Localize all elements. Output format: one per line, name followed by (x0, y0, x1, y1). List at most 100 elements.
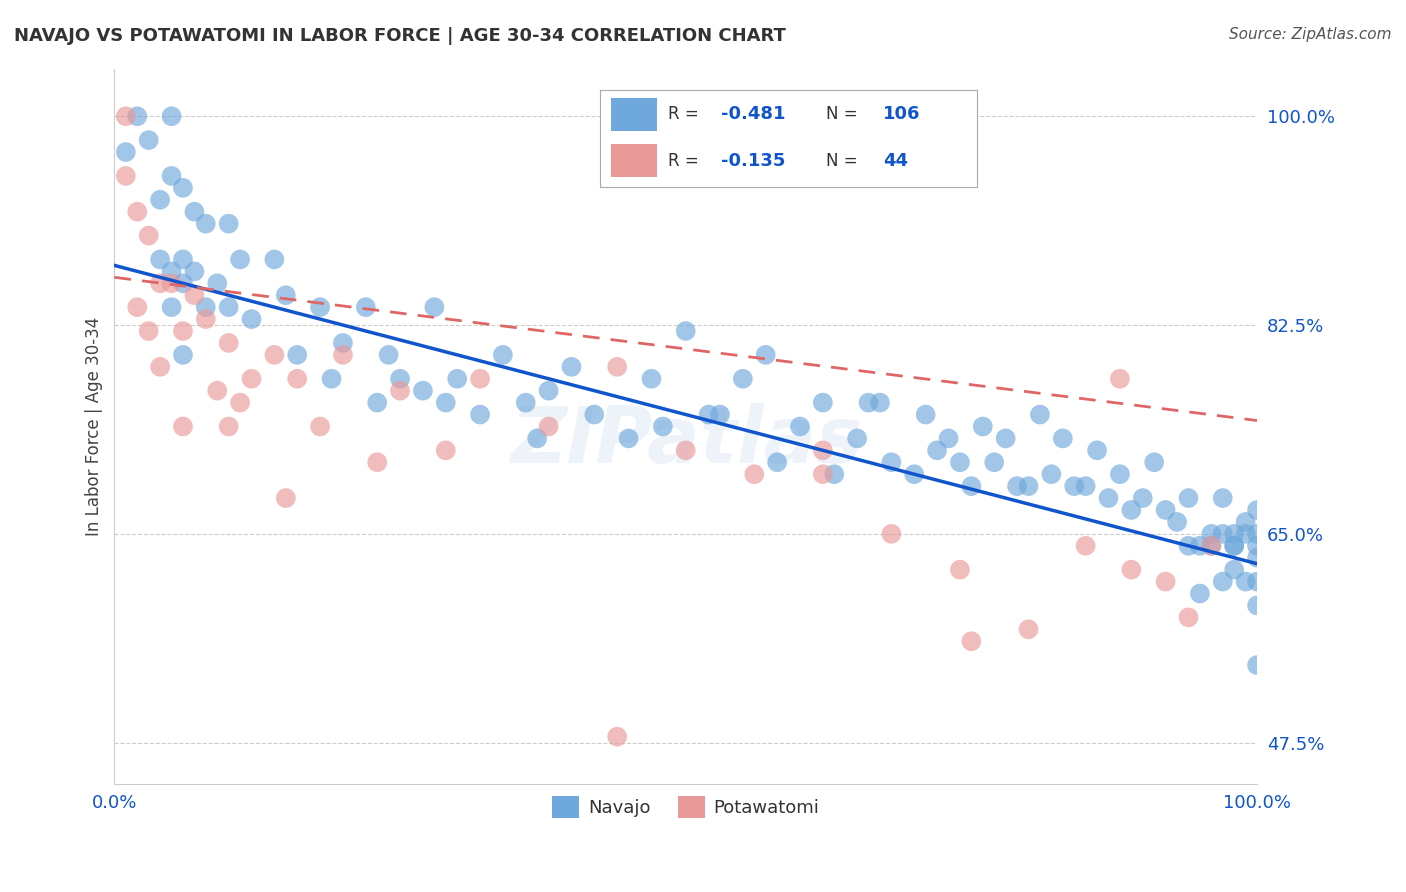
Potawatomi (127, 204, 149, 219)
Navajo (938, 431, 960, 445)
Navajo (1188, 539, 1211, 553)
Navajo (492, 348, 515, 362)
Navajo (560, 359, 582, 374)
Y-axis label: In Labor Force | Age 30-34: In Labor Force | Age 30-34 (86, 317, 103, 536)
Navajo (903, 467, 925, 482)
Potawatomi (138, 324, 160, 338)
Potawatomi (1121, 563, 1143, 577)
Legend: Navajo, Potawatomi: Navajo, Potawatomi (544, 789, 827, 825)
Navajo (789, 419, 811, 434)
Potawatomi (811, 467, 834, 482)
Navajo (389, 372, 412, 386)
Navajo (1029, 408, 1052, 422)
Navajo (1166, 515, 1188, 529)
Navajo (811, 395, 834, 409)
Navajo (858, 395, 880, 409)
Potawatomi (1074, 539, 1097, 553)
Navajo (731, 372, 754, 386)
Navajo (914, 408, 936, 422)
Navajo (172, 181, 194, 195)
Navajo (423, 300, 446, 314)
Navajo (526, 431, 548, 445)
Navajo (1132, 491, 1154, 505)
Potawatomi (606, 359, 628, 374)
Navajo (1177, 491, 1199, 505)
Navajo (160, 169, 183, 183)
Navajo (115, 145, 138, 159)
Potawatomi (675, 443, 697, 458)
Potawatomi (1109, 372, 1132, 386)
Navajo (434, 395, 457, 409)
Potawatomi (183, 288, 205, 302)
Potawatomi (218, 419, 240, 434)
Potawatomi (218, 335, 240, 350)
Navajo (1201, 526, 1223, 541)
Navajo (972, 419, 994, 434)
Navajo (1188, 586, 1211, 600)
Navajo (1234, 574, 1257, 589)
Navajo (240, 312, 263, 326)
Navajo (194, 300, 217, 314)
Potawatomi (115, 169, 138, 183)
Navajo (640, 372, 662, 386)
Navajo (983, 455, 1005, 469)
Navajo (1246, 574, 1268, 589)
Navajo (1121, 503, 1143, 517)
Potawatomi (149, 359, 172, 374)
Navajo (709, 408, 731, 422)
Navajo (1234, 515, 1257, 529)
Navajo (1246, 503, 1268, 517)
Navajo (218, 300, 240, 314)
Navajo (138, 133, 160, 147)
Potawatomi (285, 372, 308, 386)
Potawatomi (1018, 623, 1040, 637)
Potawatomi (160, 277, 183, 291)
Navajo (1143, 455, 1166, 469)
Potawatomi (389, 384, 412, 398)
Navajo (1109, 467, 1132, 482)
Navajo (446, 372, 468, 386)
Navajo (1085, 443, 1108, 458)
Navajo (183, 204, 205, 219)
Navajo (583, 408, 606, 422)
Potawatomi (742, 467, 765, 482)
Navajo (183, 264, 205, 278)
Potawatomi (229, 395, 252, 409)
Potawatomi (366, 455, 388, 469)
Potawatomi (194, 312, 217, 326)
Potawatomi (115, 109, 138, 123)
Text: ZIPatlas: ZIPatlas (509, 403, 862, 479)
Potawatomi (263, 348, 285, 362)
Potawatomi (240, 372, 263, 386)
Potawatomi (172, 324, 194, 338)
Navajo (127, 109, 149, 123)
Navajo (697, 408, 720, 422)
Navajo (1154, 503, 1177, 517)
Text: NAVAJO VS POTAWATOMI IN LABOR FORCE | AGE 30-34 CORRELATION CHART: NAVAJO VS POTAWATOMI IN LABOR FORCE | AG… (14, 27, 786, 45)
Navajo (1246, 539, 1268, 553)
Navajo (823, 467, 845, 482)
Navajo (172, 252, 194, 267)
Navajo (1234, 526, 1257, 541)
Navajo (1212, 526, 1234, 541)
Navajo (1097, 491, 1119, 505)
Potawatomi (207, 384, 229, 398)
Navajo (1223, 563, 1246, 577)
Navajo (412, 384, 434, 398)
Navajo (1063, 479, 1085, 493)
Navajo (1223, 539, 1246, 553)
Navajo (1018, 479, 1040, 493)
Navajo (651, 419, 673, 434)
Navajo (149, 252, 172, 267)
Navajo (468, 408, 491, 422)
Navajo (1177, 539, 1199, 553)
Navajo (927, 443, 949, 458)
Navajo (1040, 467, 1063, 482)
Navajo (377, 348, 399, 362)
Potawatomi (960, 634, 983, 648)
Potawatomi (880, 526, 903, 541)
Navajo (880, 455, 903, 469)
Navajo (1074, 479, 1097, 493)
Navajo (1212, 574, 1234, 589)
Navajo (149, 193, 172, 207)
